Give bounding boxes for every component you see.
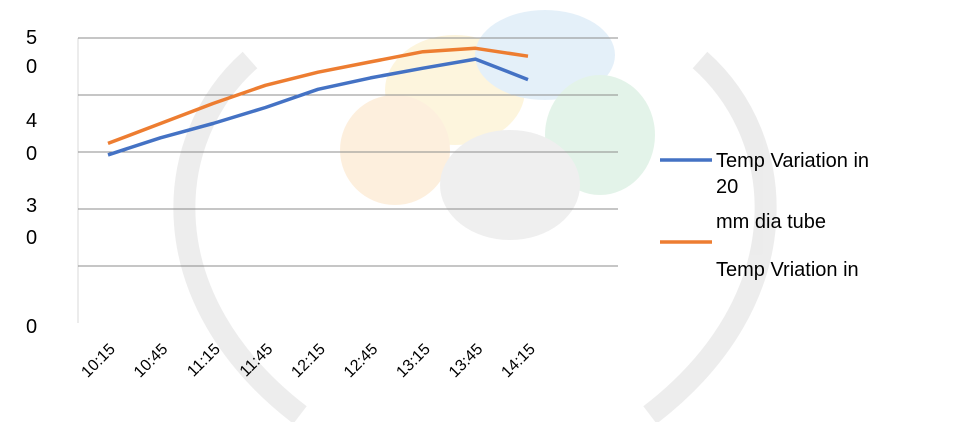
x-axis-ticks: 10:15 10:45 11:15 11:45 12:15 12:45 13:15 13:45… bbox=[78, 341, 538, 381]
x-tick-label: 10:45 bbox=[131, 341, 171, 381]
x-tick-label: 12:45 bbox=[341, 341, 381, 381]
x-tick-label: 12:15 bbox=[288, 341, 328, 381]
legend-label-1-line2: 20 bbox=[716, 176, 738, 198]
y-tick-label: 0 bbox=[26, 143, 37, 165]
gridlines bbox=[78, 37, 618, 267]
x-tick-label: 10:15 bbox=[78, 341, 118, 381]
title-fragment bbox=[150, 0, 760, 6]
x-tick-label: 13:15 bbox=[393, 341, 433, 381]
y-tick-label: 5 bbox=[26, 27, 37, 49]
series-line-2 bbox=[107, 46, 529, 146]
y-tick-label: 3 bbox=[26, 195, 37, 217]
y-tick-label: 4 bbox=[26, 110, 37, 132]
series-line-1 bbox=[107, 57, 529, 157]
x-tick-label: 13:45 bbox=[446, 341, 486, 381]
legend-label-1-line1: Temp Variation in bbox=[716, 150, 869, 172]
y-tick-label: 0 bbox=[26, 316, 37, 338]
series-lines bbox=[107, 46, 529, 157]
y-tick-label: 0 bbox=[26, 56, 37, 78]
legend-label-1-line3: mm dia tube bbox=[716, 211, 826, 233]
x-tick-label: 14:15 bbox=[498, 341, 538, 381]
watermark bbox=[173, 10, 777, 422]
legend: Temp Variation in 20 mm dia tube Temp Vr… bbox=[660, 150, 869, 281]
legend-label-2-line1: Temp Vriation in bbox=[716, 259, 859, 281]
x-tick-label: 11:15 bbox=[184, 341, 224, 381]
y-axis-ticks: 5 0 4 0 3 0 0 bbox=[26, 27, 37, 338]
y-tick-label: 0 bbox=[26, 227, 37, 249]
